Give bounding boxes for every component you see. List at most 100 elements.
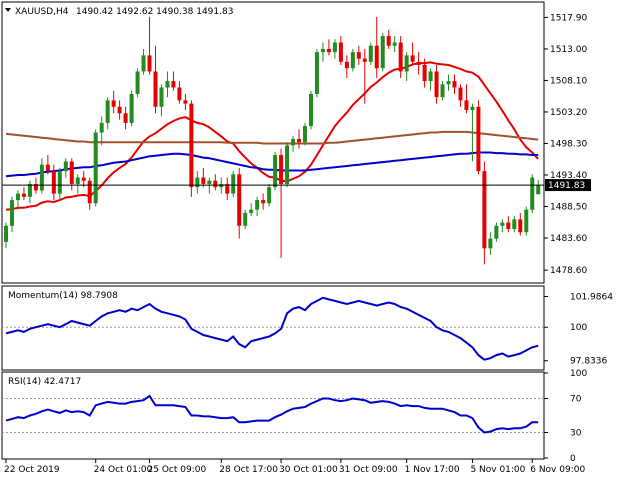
candle-body-85 [512,219,517,229]
momentum-panel: Momentum(14) 98.7908 101.9864 100 97.8336 [1,285,613,371]
rsi-title: RSI(14) 42.4717 [8,377,81,387]
candle-body-23 [141,55,146,72]
rsi-panel: RSI(14) 42.4717 100 70 30 0 [1,369,587,464]
momentum-tick-label-1: 100 [570,323,587,333]
candle-body-79 [476,106,481,172]
price-tick-label-3: 1503.20 [550,108,587,118]
momentum-tick-label-2: 97.8336 [570,357,607,367]
candle-body-33 [201,177,206,184]
moving-average-line-2 [5,130,539,145]
price-panel: XAUUSD,H4 1490.42 1492.62 1490.38 1491.8… [1,1,591,284]
candle-body-25 [153,71,158,107]
candle-body-44 [267,187,272,204]
candle-body-41 [249,209,254,213]
moving-average-line-0 [5,61,539,211]
candle-body-20 [123,113,128,123]
candle-body-40 [243,212,248,226]
momentum-title: Momentum(14) 98.7908 [8,291,118,301]
candle-body-45 [273,155,278,188]
candle-body-4 [27,183,32,197]
price-tick-label-1: 1513.00 [550,45,587,55]
candle-body-81 [488,238,493,249]
candle-body-65 [392,42,397,46]
candle-body-17 [105,100,110,123]
candle-body-72 [434,71,439,98]
rsi-tick-label-1: 70 [570,395,582,405]
candle-body-14 [87,180,92,204]
candle-body-19 [117,106,122,114]
candle-body-16 [99,122,104,133]
candle-body-73 [440,84,445,98]
candle-body-77 [464,100,469,111]
candle-body-66 [398,42,403,72]
price-panel-frame [1,1,545,284]
candle-body-42 [255,200,260,210]
candle-body-64 [386,36,391,46]
candle-body-62 [374,45,379,69]
candle-body-10 [63,161,68,172]
candle-body-30 [183,100,188,104]
candle-body-71 [428,71,433,82]
candle-body-32 [195,177,200,188]
price-tick-label-4: 1498.30 [550,139,587,149]
candle-body-55 [332,42,337,53]
time-tick-label-8: 6 Nov 09:00 [530,465,585,475]
candle-body-84 [506,222,511,229]
time-tick-label-7: 5 Nov 01:00 [470,465,525,475]
candle-body-60 [362,58,367,62]
time-tick-label-0: 22 Oct 2019 [4,465,60,475]
current-price-label: 1491.83 [548,181,585,191]
chart-symbol-label: XAUUSD,H4 [15,7,69,17]
candle-body-88 [530,177,535,210]
candle-body-39 [237,174,242,226]
time-tick-label-1: 24 Oct 01:00 [94,465,153,475]
candle-body-27 [165,81,170,88]
candle-body-48 [291,138,296,146]
candle-body-69 [416,61,421,66]
candle-body-28 [171,81,176,88]
candle-body-82 [494,225,499,239]
candle-body-13 [81,177,86,181]
time-tick-label-6: 1 Nov 17:00 [405,465,460,475]
time-tick-label-2: 25 Oct 09:00 [148,465,207,475]
candle-body-1 [9,200,14,226]
candle-body-56 [338,42,343,62]
candle-body-7 [45,164,50,172]
price-tick-label-7: 1483.60 [550,234,587,244]
candle-body-43 [261,200,266,204]
price-tick-label-6: 1488.50 [550,202,587,212]
candle-body-75 [452,81,457,88]
candle-body-53 [320,48,325,53]
candle-body-12 [75,177,80,184]
momentum-line [5,296,539,361]
candle-body-49 [297,138,302,143]
candle-body-22 [135,71,140,94]
current-price-badge [545,179,591,192]
candle-body-5 [33,183,38,191]
candle-body-46 [279,155,284,184]
candle-body-59 [356,52,361,59]
candle-body-86 [518,219,523,233]
time-tick-label-5: 31 Oct 09:00 [339,465,398,475]
candle-body-58 [350,52,355,69]
candle-body-87 [524,209,529,233]
price-tick-label-8: 1478.60 [550,266,587,276]
candle-body-6 [39,164,44,191]
candle-body-68 [410,55,415,62]
candle-body-38 [231,174,236,194]
candle-body-26 [159,87,164,107]
candle-body-51 [308,93,313,127]
candle-body-83 [500,222,505,226]
price-tick-label-5: 1493.40 [550,171,587,181]
candle-body-70 [422,65,427,82]
rsi-line [5,394,539,434]
candle-body-34 [207,180,212,184]
candle-body-47 [285,145,290,184]
candle-body-74 [446,81,451,85]
candle-body-24 [147,55,152,72]
candle-body-61 [368,45,373,62]
candle-body-36 [219,183,224,188]
rsi-tick-label-3: 0 [570,454,576,464]
